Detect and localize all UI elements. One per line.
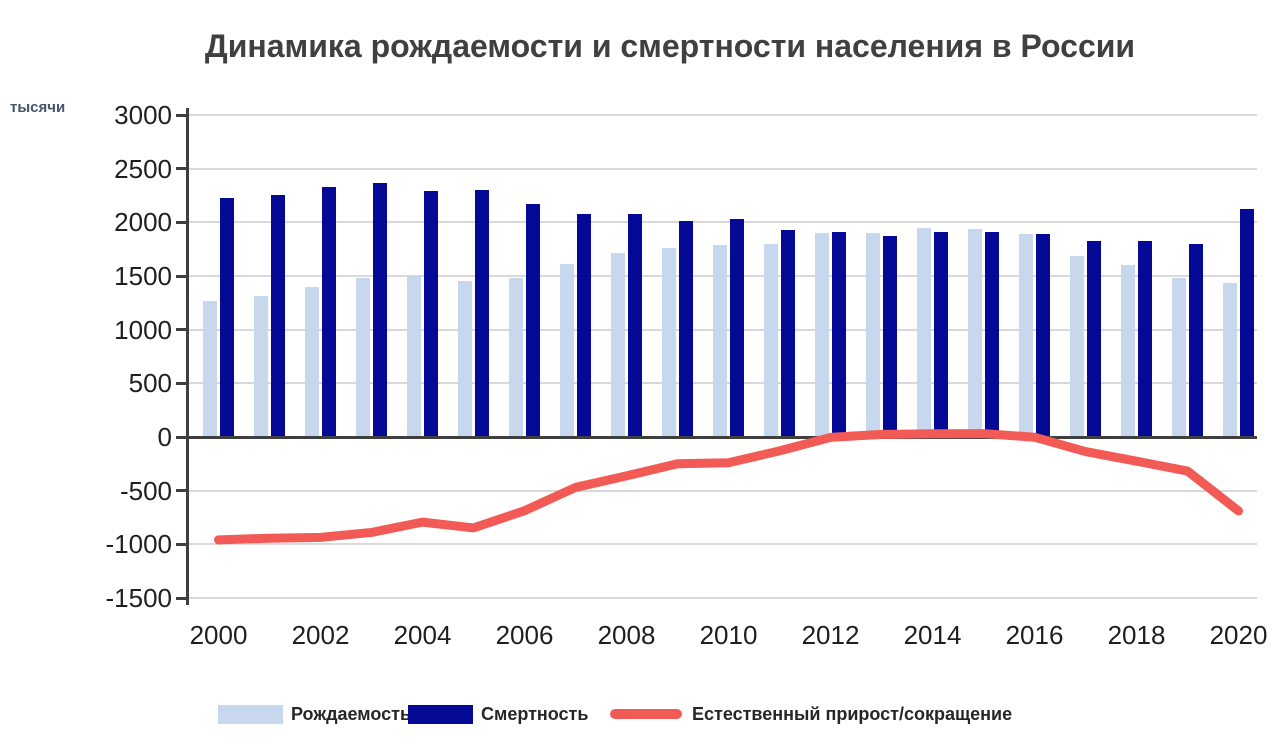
death-bar-2018 xyxy=(1138,240,1152,437)
x-tick-label-2016: 2016 xyxy=(1005,620,1064,650)
y-axis-unit-label: тысячи xyxy=(10,99,66,116)
death-bar-2013 xyxy=(883,236,897,437)
y-tick-mark-2500 xyxy=(176,167,188,171)
birth-bar-2009 xyxy=(662,247,676,437)
birth-bar-2018 xyxy=(1121,264,1135,437)
grid-line-2000 xyxy=(188,221,1257,224)
death-bar-2016 xyxy=(1036,234,1050,437)
y-tick-mark-0 xyxy=(176,435,188,439)
y-tick-mark--1500 xyxy=(176,596,188,600)
birth-bar-2004 xyxy=(407,275,421,437)
zero-axis-line xyxy=(188,435,1257,439)
birth-bar-2010 xyxy=(713,244,727,437)
death-bar-2003 xyxy=(373,183,387,437)
legend-death-label: Смертность xyxy=(481,703,589,724)
birth-bar-2012 xyxy=(815,232,829,437)
grid-line-2500 xyxy=(188,167,1257,170)
y-tick-label-1000: 1000 xyxy=(114,314,172,345)
y-tick-label--1000: -1000 xyxy=(105,529,173,560)
x-tick-label-2014: 2014 xyxy=(903,620,962,650)
death-bar-2000 xyxy=(220,198,234,437)
legend-item-deaths: Смертность xyxy=(408,704,588,724)
x-tick-label-2000: 2000 xyxy=(189,620,248,650)
death-bar-2010 xyxy=(730,219,744,437)
death-bar-2007 xyxy=(577,213,591,437)
death-bar-2011 xyxy=(781,230,795,437)
x-tick-label-2002: 2002 xyxy=(291,620,350,650)
death-bar-2020 xyxy=(1240,208,1254,437)
y-tick-label-3000: 3000 xyxy=(114,100,172,130)
legend-death-swatch xyxy=(408,704,473,724)
legend-item-births: Рождаемость xyxy=(218,704,411,724)
birth-bar-2002 xyxy=(305,287,319,437)
y-tick-label--500: -500 xyxy=(119,475,172,506)
legend-natural-increase-label: Естественный прирост/сокращение xyxy=(692,703,1013,724)
y-tick-label-0: 0 xyxy=(157,422,172,452)
legend-birth-swatch xyxy=(218,704,283,724)
birth-bar-2011 xyxy=(764,244,778,437)
natural-increase-line xyxy=(214,429,1243,545)
y-tick-mark-1000 xyxy=(176,328,188,332)
y-tick-label-500: 500 xyxy=(128,368,172,399)
y-tick-label--1500: -1500 xyxy=(105,583,173,613)
birth-bar-2015 xyxy=(968,228,982,437)
birth-bar-2000 xyxy=(203,301,217,437)
death-bar-2017 xyxy=(1087,241,1101,437)
chart-title: Динамика рождаемости и смертности населе… xyxy=(204,28,1136,64)
birth-bar-2020 xyxy=(1223,282,1237,437)
death-bar-2001 xyxy=(271,194,285,437)
x-tick-label-2012: 2012 xyxy=(801,620,860,650)
x-tick-label-2004: 2004 xyxy=(393,620,452,650)
y-tick-mark-500 xyxy=(176,381,188,385)
legend-natural-increase-swatch xyxy=(610,709,682,719)
y-tick-label-2000: 2000 xyxy=(114,207,172,238)
birth-bar-2001 xyxy=(254,296,268,437)
y-tick-mark--500 xyxy=(176,489,188,493)
x-tick-label-2008: 2008 xyxy=(597,620,656,650)
y-axis-line xyxy=(186,108,189,605)
x-tick-label-2020: 2020 xyxy=(1209,620,1268,650)
death-bar-2002 xyxy=(322,186,336,437)
death-bar-2006 xyxy=(526,204,540,437)
death-bar-2009 xyxy=(679,221,693,437)
birth-bar-2003 xyxy=(356,278,370,437)
birth-bar-2008 xyxy=(611,253,625,437)
y-tick-mark--1000 xyxy=(176,542,188,546)
death-bar-2014 xyxy=(934,231,948,437)
y-tick-mark-1500 xyxy=(176,274,188,278)
death-bar-2004 xyxy=(424,190,438,437)
birth-bar-2019 xyxy=(1172,278,1186,437)
grid-line-3000 xyxy=(188,114,1257,116)
death-bar-2008 xyxy=(628,214,642,437)
y-tick-label-1500: 1500 xyxy=(114,261,172,291)
birth-bar-2016 xyxy=(1019,234,1033,437)
birth-bar-2007 xyxy=(560,264,574,437)
legend-birth-label: Рождаемость xyxy=(291,703,412,724)
y-tick-label-2500: 2500 xyxy=(114,153,172,184)
death-bar-2015 xyxy=(985,232,999,437)
x-tick-label-2018: 2018 xyxy=(1107,620,1166,650)
legend: Рождаемость Смертность Естественный прир… xyxy=(0,704,1280,726)
death-bar-2019 xyxy=(1189,244,1203,437)
legend-item-natural-increase: Естественный прирост/сокращение xyxy=(610,704,1012,724)
birth-bar-2014 xyxy=(917,228,931,437)
grid-line--500 xyxy=(188,489,1257,492)
y-tick-mark-3000 xyxy=(176,113,188,117)
x-tick-label-2010: 2010 xyxy=(699,620,758,650)
grid-line--1000 xyxy=(188,543,1257,546)
x-tick-label-2006: 2006 xyxy=(495,620,554,650)
birth-bar-2017 xyxy=(1070,255,1084,437)
birth-bar-2005 xyxy=(458,280,472,437)
death-bar-2012 xyxy=(832,232,846,437)
birth-bar-2006 xyxy=(509,278,523,437)
grid-line--1500 xyxy=(188,597,1257,599)
death-bar-2005 xyxy=(475,189,489,437)
y-tick-mark-2000 xyxy=(176,220,188,224)
birth-bar-2013 xyxy=(866,233,880,437)
